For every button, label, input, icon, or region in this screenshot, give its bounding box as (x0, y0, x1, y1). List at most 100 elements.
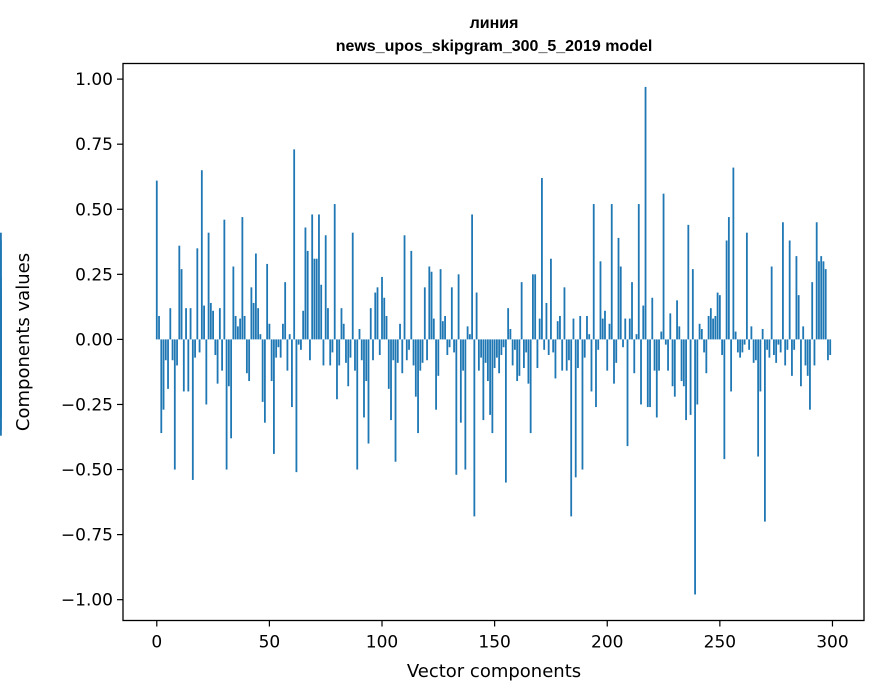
bar-264 (750, 326, 753, 340)
bar-232 (678, 326, 681, 340)
bar-208 (624, 318, 627, 340)
bar-87 (351, 232, 354, 340)
bar-251 (721, 339, 724, 356)
bar-122 (430, 271, 433, 340)
bar-124 (435, 339, 437, 410)
bar-37 (239, 318, 242, 340)
bar-250 (718, 295, 721, 340)
bar-143 (477, 339, 480, 371)
bar-277 (779, 339, 782, 353)
bar-54 (277, 339, 280, 348)
bar-75 (324, 235, 327, 340)
bar-197 (599, 261, 602, 340)
bar-145 (482, 339, 485, 421)
bar-187 (577, 339, 579, 369)
bar-196 (597, 339, 600, 350)
bar-43 (252, 302, 255, 340)
bar-50 (268, 323, 271, 340)
bar-176 (552, 339, 555, 353)
bar-103 (387, 339, 390, 389)
bar-69 (311, 214, 314, 340)
bar-166 (529, 339, 532, 434)
bar-291 (811, 282, 814, 340)
bar-18 (196, 248, 199, 340)
bar-266 (754, 339, 757, 361)
y-tick-label-6: −0.50 (61, 461, 113, 481)
bar-73 (320, 284, 323, 340)
bar-12 (182, 339, 185, 392)
chart-title: линия (470, 15, 519, 32)
bar-297 (824, 269, 827, 340)
bar-23 (207, 232, 210, 340)
bar-133 (455, 339, 458, 475)
bar-248 (714, 315, 717, 340)
bar-230 (673, 339, 676, 397)
bar-115 (414, 339, 417, 397)
bar-112 (408, 339, 410, 350)
bar-256 (732, 167, 735, 340)
bar-14 (187, 339, 190, 392)
bar-286 (800, 339, 802, 387)
bar-78 (331, 339, 334, 353)
bar-181 (563, 287, 566, 340)
bar-161 (518, 339, 521, 376)
bar-274 (773, 339, 775, 356)
bar-67 (306, 250, 309, 340)
y-tick-label-0: 1.00 (75, 70, 113, 90)
bar-51 (270, 339, 273, 382)
bar-211 (631, 282, 633, 340)
bar-255 (730, 339, 733, 392)
bar-97 (374, 292, 377, 340)
bar-76 (327, 308, 329, 340)
bar-182 (565, 339, 568, 371)
bar-114 (412, 339, 415, 366)
bar-45 (257, 308, 260, 340)
bar-159 (514, 339, 516, 350)
bar-158 (511, 339, 514, 366)
bar-218 (646, 339, 649, 408)
bar-222 (655, 339, 658, 418)
bar-100 (381, 276, 383, 340)
bar-108 (399, 323, 401, 340)
bar-99 (378, 339, 381, 356)
bar-284 (795, 256, 798, 340)
bar-252 (723, 339, 726, 460)
bar-194 (592, 204, 595, 340)
x-tick-label-200: 200 (591, 633, 623, 653)
bar-163 (523, 339, 525, 369)
bar-53 (275, 339, 278, 358)
bar-5 (167, 339, 169, 389)
bar-179 (559, 315, 561, 340)
bar-188 (579, 315, 582, 340)
bar-148 (489, 339, 492, 415)
bar-191 (586, 315, 588, 340)
bar-242 (700, 328, 703, 340)
bar-7 (171, 339, 174, 361)
bar-225 (662, 193, 665, 340)
bar-25 (212, 310, 214, 340)
bar-152 (498, 339, 501, 374)
bar-125 (437, 339, 440, 376)
bar-171 (541, 178, 543, 340)
bar-140 (471, 214, 473, 340)
bar-150 (493, 339, 496, 369)
bar-177 (554, 339, 557, 379)
bar-47 (261, 339, 264, 402)
bar-281 (788, 240, 791, 340)
bar-238 (691, 269, 694, 340)
y-tick-label-7: −0.75 (61, 526, 113, 546)
bar-31 (225, 339, 228, 470)
bar-57 (284, 282, 287, 340)
bar-1 (158, 315, 160, 340)
bar-193 (590, 339, 593, 392)
bar-189 (581, 339, 584, 470)
bar-9 (176, 339, 178, 366)
bar-131 (450, 287, 453, 340)
bar-279 (784, 339, 787, 366)
bar-263 (748, 339, 751, 350)
bar-226 (664, 339, 667, 345)
bar-151 (495, 339, 498, 358)
bar-269 (761, 328, 764, 340)
bar-257 (734, 331, 737, 340)
